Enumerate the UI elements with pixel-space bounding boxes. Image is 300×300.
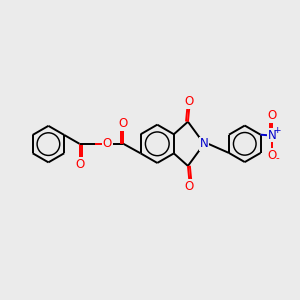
Text: +: + [273,126,281,135]
Text: O: O [185,180,194,193]
Text: N: N [267,129,276,142]
Text: O: O [267,109,276,122]
Text: O: O [119,117,128,130]
Text: O: O [75,158,84,171]
Text: -: - [276,153,280,163]
Text: O: O [185,95,194,108]
Text: N: N [200,137,208,150]
Text: O: O [103,137,112,150]
Text: O: O [267,148,276,161]
